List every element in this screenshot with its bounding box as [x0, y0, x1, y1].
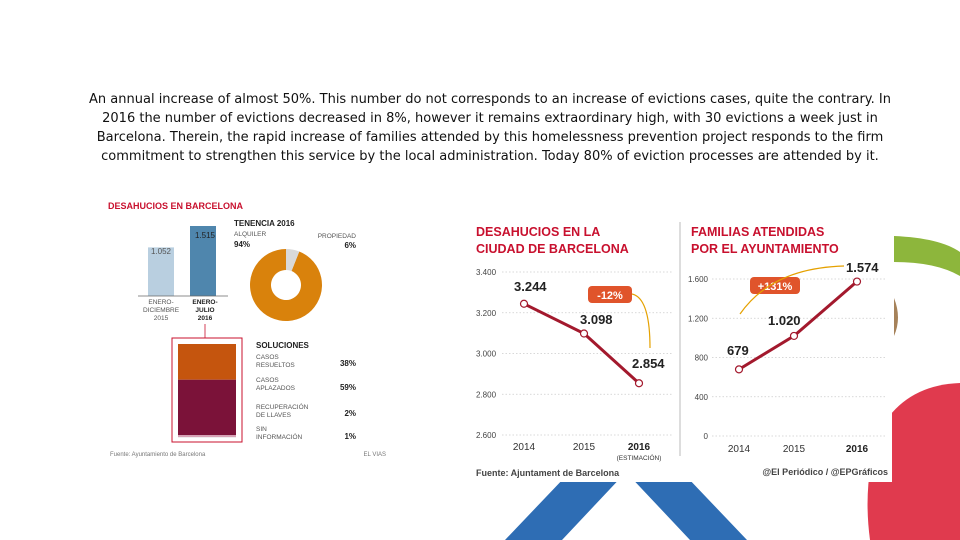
fa-xtick-2014: 2014	[728, 444, 751, 455]
ev-value-2015: 3.098	[580, 312, 613, 327]
fa-ytick-3: 1.200	[688, 314, 709, 323]
sol-4-name-2: INFORMACIÓN	[256, 432, 303, 441]
ev-value-2014: 3.244	[514, 279, 547, 294]
infographic-right-svg: DESAHUCIOS EN LA CIUDAD DE BARCELONA 2.6…	[476, 222, 888, 478]
fa-value-2016: 1.574	[846, 260, 879, 275]
fa-point-2014	[734, 365, 744, 374]
ev-ytick-1: 2.800	[476, 390, 497, 399]
bar-2016	[190, 226, 216, 296]
sol-1-value: 38%	[340, 359, 356, 368]
fa-ytick-1: 400	[695, 393, 709, 402]
sol-2-value: 59%	[340, 383, 356, 392]
fa-annotation: +131%	[758, 281, 793, 293]
right-credit: @El Periódico / @EPGráficos	[762, 467, 888, 477]
ev-xtick-2014: 2014	[513, 442, 536, 453]
evictions-title-1: DESAHUCIOS EN LA	[476, 225, 600, 239]
donut-value-alquiler: 94%	[234, 240, 250, 249]
bar-2015-label-3: 2015	[154, 315, 169, 322]
fa-ytick-0: 0	[704, 432, 709, 441]
fa-xtick-2015: 2015	[783, 444, 806, 455]
right-source: Fuente: Ajuntament de Barcelona	[476, 468, 620, 478]
sol-4-value: 1%	[344, 432, 356, 441]
ev-value-2016: 2.854	[632, 356, 665, 371]
fa-ytick-4: 1.600	[688, 275, 709, 284]
stack-resolved	[178, 344, 236, 380]
sol-3-value: 2%	[344, 409, 356, 418]
solutions-title: SOLUCIONES	[256, 341, 310, 350]
sol-3-name-2: DE LLAVES	[256, 412, 292, 419]
ev-ytick-2: 3.000	[476, 350, 497, 359]
ev-annotation-box	[588, 286, 632, 303]
sol-4-name-1: SIN	[256, 426, 267, 433]
stack-frame	[171, 337, 243, 443]
bar-2016-label-3: 2016	[198, 315, 213, 322]
fa-annotation-arrow	[739, 265, 845, 315]
green-arc-shape	[894, 236, 960, 276]
donut-value-propiedad: 6%	[344, 241, 356, 250]
ev-xtick-note: (ESTIMACIÓN)	[617, 453, 662, 462]
families-title-1: FAMILIAS ATENDIDAS	[691, 225, 824, 239]
donut-title: TENENCIA 2016	[234, 219, 295, 228]
fa-point-2015	[789, 331, 799, 341]
ev-point-2014	[519, 299, 529, 308]
fa-point-2016	[852, 277, 862, 286]
left-source: Fuente: Ayuntamiento de Barcelona	[110, 452, 206, 458]
sol-1-name-2: RESUELTOS	[256, 362, 295, 369]
bar-2015-label-1: ENERO-	[148, 299, 173, 306]
evictions-gridlines	[502, 271, 672, 436]
infographic-left-svg: DESAHUCIOS EN BARCELONA 1.052 1.515 ENER…	[108, 201, 386, 458]
bar-2016-value: 1.515	[195, 231, 216, 240]
families-title-2: POR EL AYUNTAMIENTO	[691, 242, 839, 256]
donut-slice-alquiler	[250, 249, 322, 321]
ev-ytick-4: 3.400	[476, 268, 497, 277]
ev-annotation-arrow	[631, 293, 651, 349]
sol-3-name-1: RECUPERACIÓN	[256, 402, 309, 411]
stack-keys	[178, 435, 236, 438]
ev-ytick-0: 2.600	[476, 431, 497, 440]
donut-label-alquiler: ALQUILER	[234, 231, 266, 238]
tan-arc-shape	[894, 298, 898, 336]
stack-unknown	[178, 437, 236, 438]
fa-value-2014: 679	[727, 343, 749, 358]
fa-value-2015: 1.020	[768, 313, 801, 328]
fa-annotation-box	[750, 277, 800, 294]
bar-2016-label-2: JULIO	[195, 307, 214, 314]
left-credit: EL VIAS	[364, 452, 386, 458]
ev-point-2015	[579, 329, 589, 338]
sol-2-name-2: APLAZADOS	[256, 385, 296, 392]
ev-ytick-3: 3.200	[476, 309, 497, 318]
donut-label-propiedad: PROPIEDAD	[318, 233, 357, 240]
ev-point-2016	[634, 379, 644, 388]
donut-slice-propiedad	[286, 249, 300, 272]
blue-chevron-shape	[505, 455, 747, 540]
sol-2-name-1: CASOS	[256, 377, 279, 384]
bar-2015	[148, 247, 174, 296]
bar-2015-label-2: DICIEMBRE	[143, 307, 180, 314]
evictions-title-2: CIUDAD DE BARCELONA	[476, 242, 629, 256]
slide-caption: An annual increase of almost 50%. This n…	[89, 92, 891, 164]
stack-postponed	[178, 379, 236, 436]
ev-annotation: -12%	[597, 290, 623, 302]
fa-ytick-2: 800	[695, 354, 709, 363]
sol-1-name-1: CASOS	[256, 354, 279, 361]
ev-xtick-2015: 2015	[573, 442, 596, 453]
bar-2015-value: 1.052	[151, 247, 172, 256]
fa-xtick-2016: 2016	[846, 444, 869, 455]
infographic-left: DESAHUCIOS EN BARCELONA 1.052 1.515 ENER…	[108, 198, 390, 460]
ev-xtick-2016: 2016	[628, 442, 651, 453]
left-title: DESAHUCIOS EN BARCELONA	[108, 201, 244, 211]
infographic-right: DESAHUCIOS EN LA CIUDAD DE BARCELONA 2.6…	[472, 216, 892, 482]
bar-2016-label-1: ENERO-	[192, 299, 217, 306]
